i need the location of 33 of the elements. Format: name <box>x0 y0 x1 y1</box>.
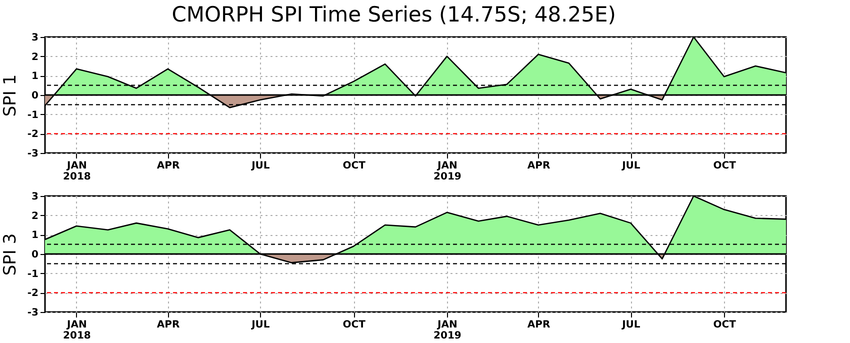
y-tick-label: 1 <box>32 71 39 82</box>
x-tick-label: JAN 2019 <box>434 160 462 182</box>
y-tick-label: -2 <box>27 129 39 140</box>
x-tick-label: OCT <box>342 160 366 172</box>
x-tick-label: JAN 2018 <box>63 160 91 182</box>
x-tick-label: APR <box>156 320 180 330</box>
y-tick-label: 3 <box>32 192 39 202</box>
y-tick-label: 0 <box>32 250 39 260</box>
y-tick-label: 2 <box>32 52 39 63</box>
y-tick-label: -1 <box>27 268 39 280</box>
x-tick-label: JUL <box>250 320 270 330</box>
y-tick-label: 2 <box>32 210 39 222</box>
y-tick-label: -2 <box>27 288 39 300</box>
x-tick-label: APR <box>156 160 180 172</box>
y-tick-label: -3 <box>27 148 39 160</box>
y-tick-label: 3 <box>32 32 39 44</box>
x-tick-label: JUL <box>621 320 641 330</box>
y-tick-label: 1 <box>32 230 39 242</box>
x-tick-label: OCT <box>713 160 736 172</box>
x-tick-label: APR <box>527 320 550 330</box>
x-tick-label: JUL <box>250 160 270 172</box>
x-tick-label: JAN 2019 <box>434 320 462 342</box>
x-tick-label: OCT <box>713 320 736 330</box>
x-tick-label: JAN 2018 <box>63 320 91 342</box>
x-tick-label: APR <box>527 160 550 172</box>
y-axis-title: SPI 1 <box>0 74 20 117</box>
x-tick-label: JUL <box>621 160 641 172</box>
chart-title: CMORPH SPI Time Series (14.75S; 48.25E) <box>172 2 616 26</box>
x-tick-label: OCT <box>342 320 366 330</box>
y-tick-label: 0 <box>32 90 39 102</box>
y-tick-label: -1 <box>27 110 39 121</box>
y-axis-title: SPI 3 <box>0 233 20 276</box>
y-tick-label: -3 <box>27 308 39 318</box>
